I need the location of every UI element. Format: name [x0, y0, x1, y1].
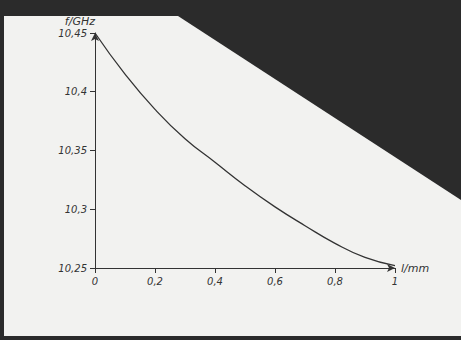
svg-text:10,45: 10,45: [58, 28, 87, 39]
svg-text:1: 1: [392, 276, 398, 287]
svg-text:0: 0: [92, 276, 98, 287]
svg-text:10,25: 10,25: [58, 263, 87, 274]
svg-text:0,6: 0,6: [267, 276, 283, 287]
svg-text:10,4: 10,4: [65, 86, 87, 97]
svg-text:0,8: 0,8: [327, 276, 343, 287]
svg-text:10,3: 10,3: [65, 204, 87, 215]
svg-text:0,4: 0,4: [207, 276, 223, 287]
svg-text:l/mm: l/mm: [401, 262, 429, 275]
svg-text:0,2: 0,2: [147, 276, 163, 287]
svg-text:f/GHz: f/GHz: [65, 15, 95, 28]
svg-text:10,35: 10,35: [58, 145, 87, 156]
